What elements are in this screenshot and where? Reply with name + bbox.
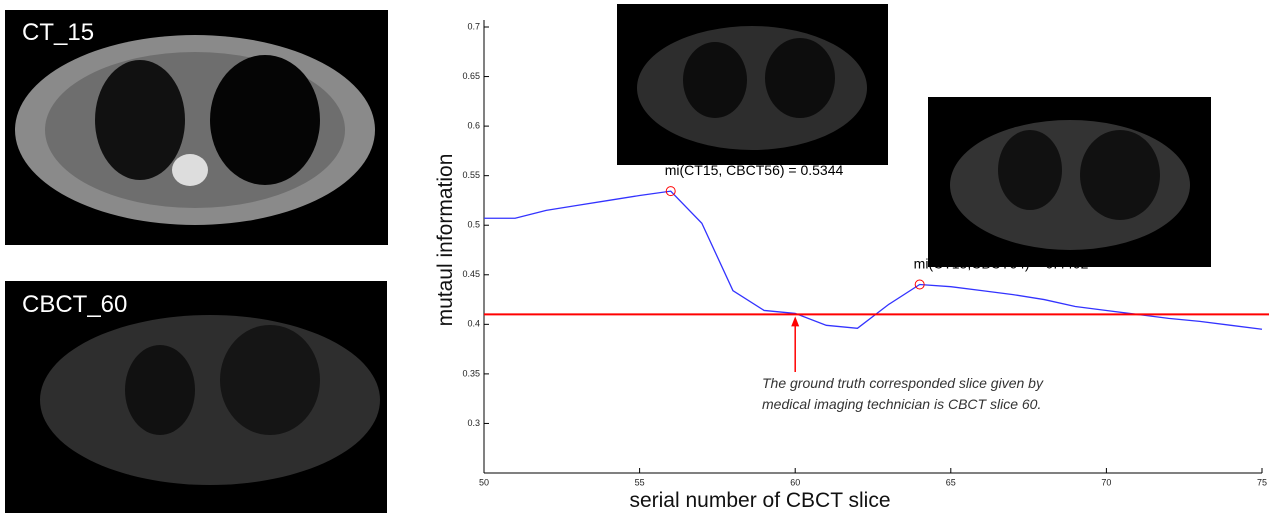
x-tick-label: 50 bbox=[479, 477, 489, 487]
cbct-image: CBCT_60 bbox=[5, 281, 387, 513]
y-tick-label: 0.6 bbox=[467, 120, 480, 130]
y-tick-label: 0.65 bbox=[462, 71, 480, 81]
ct-image: CT_15 bbox=[5, 10, 388, 245]
panel-label: CBCT_60 bbox=[22, 291, 127, 318]
highlight-marker bbox=[665, 186, 676, 197]
x-axis-label: serial number of CBCT slice bbox=[629, 489, 890, 512]
inset-image bbox=[928, 97, 1211, 267]
y-tick-label: 0.5 bbox=[467, 220, 480, 230]
y-tick-label: 0.35 bbox=[462, 368, 480, 378]
y-tick-label: 0.3 bbox=[467, 418, 480, 428]
annotation: medical imaging technician is CBCT slice… bbox=[762, 396, 1041, 412]
panel-label: CT_15 bbox=[22, 19, 94, 46]
x-tick-label: 55 bbox=[635, 477, 645, 487]
arrow-head bbox=[791, 316, 800, 327]
y-axis-label: mutaul information bbox=[434, 154, 457, 327]
annotation: mi(CT15, CBCT56) = 0.5344 bbox=[665, 162, 844, 178]
annotation: mi(CT15,CBCT64) = 0.4402 bbox=[914, 255, 1089, 271]
highlight-marker bbox=[914, 279, 925, 290]
y-tick-label: 0.7 bbox=[467, 21, 480, 31]
x-tick-label: 65 bbox=[946, 477, 956, 487]
x-tick-label: 75 bbox=[1257, 477, 1267, 487]
annotation: The ground truth corresponded slice give… bbox=[762, 375, 1044, 391]
y-tick-label: 0.55 bbox=[462, 170, 480, 180]
x-tick-label: 60 bbox=[790, 477, 800, 487]
y-tick-label: 0.4 bbox=[467, 319, 480, 329]
x-tick-label: 70 bbox=[1101, 477, 1111, 487]
inset-image bbox=[617, 4, 888, 165]
y-tick-label: 0.45 bbox=[462, 269, 480, 279]
